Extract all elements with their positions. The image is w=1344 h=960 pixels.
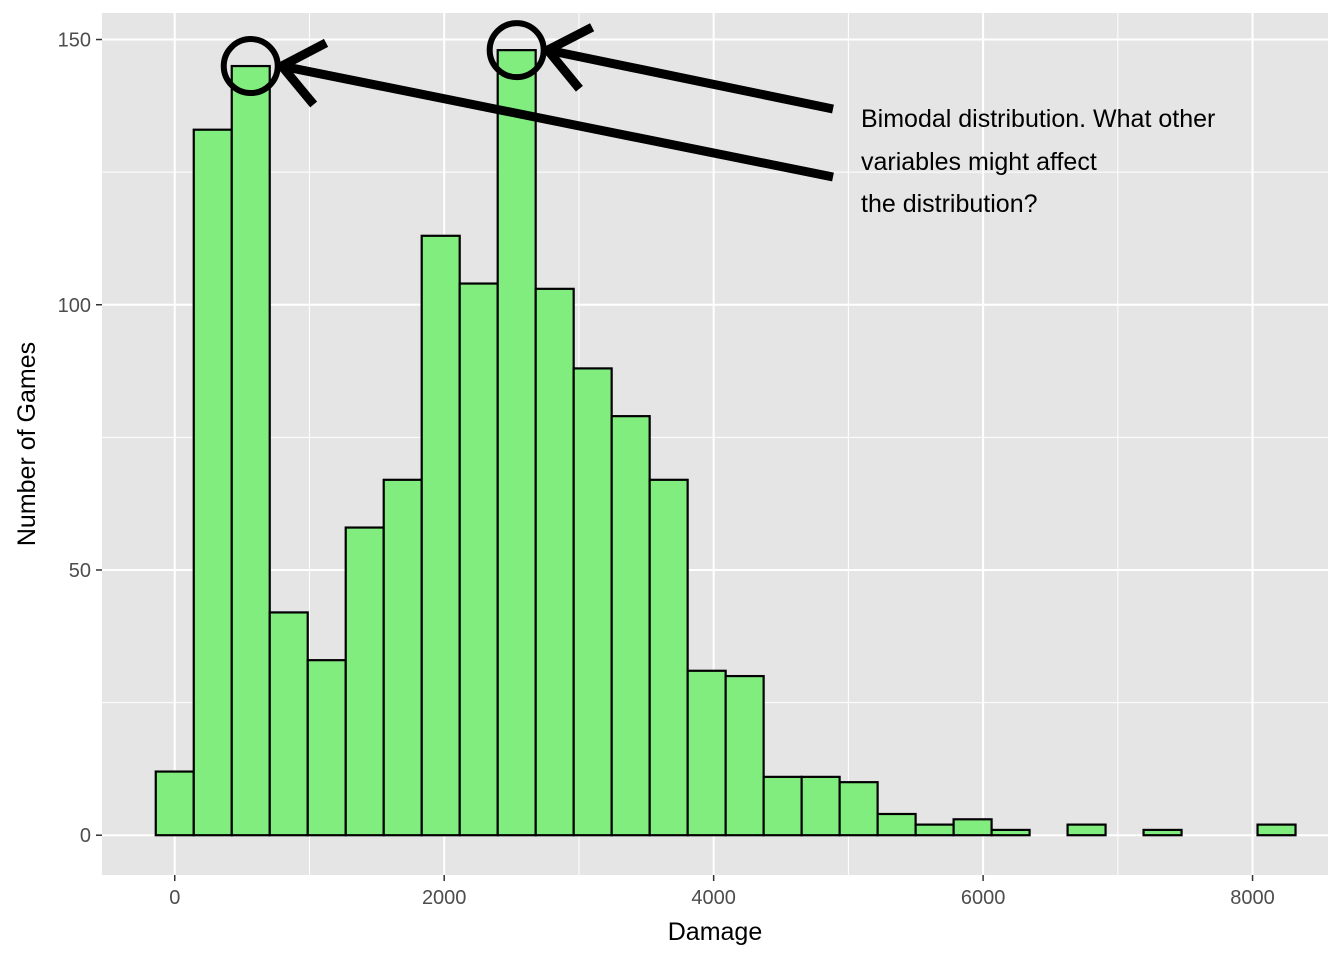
arrow-head <box>274 38 329 108</box>
histogram-bar <box>230 64 271 837</box>
histogram-bar <box>306 659 347 837</box>
x-tick-label: 6000 <box>961 887 1006 909</box>
annotation-line-1: Bimodal distribution. What other <box>861 105 1215 133</box>
histogram-bars <box>154 49 1297 837</box>
y-tick-label: 150 <box>58 30 91 52</box>
histogram-bar <box>914 823 955 837</box>
histogram-bar <box>1066 823 1107 837</box>
histogram-bar <box>952 818 993 837</box>
histogram-bar <box>268 611 309 837</box>
histogram-bar <box>648 478 689 837</box>
histogram-bar <box>1256 823 1297 837</box>
histogram-bar <box>800 775 841 837</box>
annotation-arrow <box>546 45 834 114</box>
histogram-bar <box>458 282 499 837</box>
histogram-bar <box>534 287 575 837</box>
arrow-head <box>540 23 595 92</box>
y-axis-title: Number of Games <box>13 342 41 546</box>
y-tick-label: 0 <box>80 825 91 847</box>
histogram-bar <box>1142 828 1183 837</box>
x-axis: 0 2000 4000 6000 8000 <box>169 875 1275 909</box>
histogram-bar <box>762 775 803 837</box>
annotation-arrow <box>280 61 834 182</box>
annotation-line-3: the distribution? <box>861 190 1038 218</box>
annotation-line-2: variables might affect <box>861 148 1097 176</box>
annotation-marks <box>220 20 834 182</box>
histogram-bar <box>344 526 385 837</box>
histogram-bar <box>192 128 233 837</box>
histogram-bar <box>838 781 879 837</box>
histogram-bar <box>876 812 917 837</box>
histogram-bar <box>382 478 423 837</box>
histogram-bar <box>686 669 727 837</box>
histogram-bar <box>572 367 613 837</box>
y-tick-label: 50 <box>69 560 91 582</box>
histogram-bar <box>420 234 461 837</box>
x-tick-label: 0 <box>169 887 180 909</box>
y-tick-label: 100 <box>58 295 91 317</box>
histogram-bar <box>724 674 765 837</box>
x-tick-label: 8000 <box>1230 887 1275 909</box>
histogram-bar <box>610 415 651 837</box>
x-tick-label: 2000 <box>422 887 467 909</box>
y-axis: 0 50 100 150 <box>58 30 102 847</box>
histogram-bar <box>154 770 195 837</box>
x-axis-title: Damage <box>668 918 763 946</box>
annotation: Bimodal distribution. What other variabl… <box>220 20 1215 218</box>
histogram-bar <box>496 49 537 837</box>
x-tick-label: 4000 <box>691 887 736 909</box>
histogram-bar <box>990 828 1031 837</box>
